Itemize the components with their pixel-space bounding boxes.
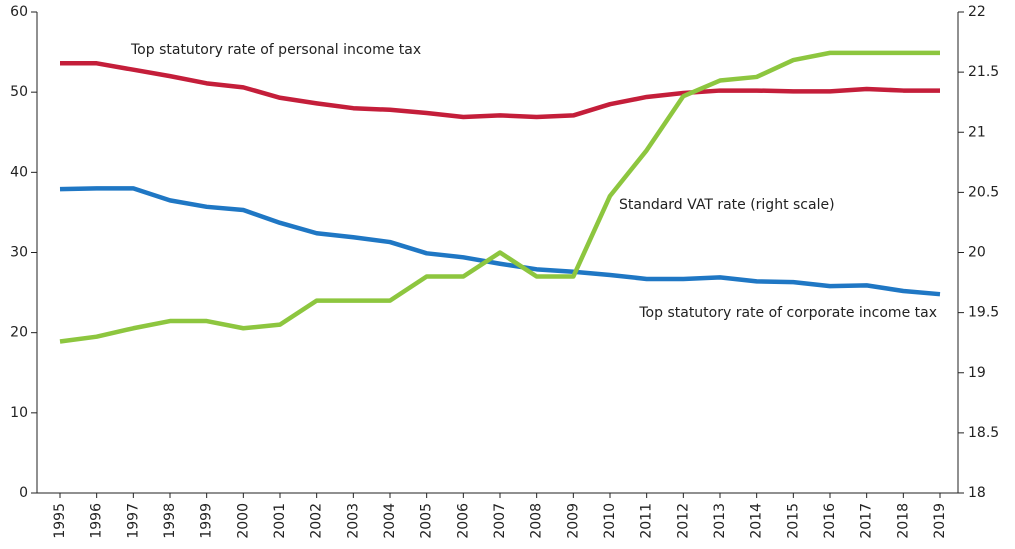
y2-tick-label: 18 [968,485,986,501]
x-tick-label: 2001 [272,503,288,539]
series-line [59,186,941,297]
y2-tick-label: 19 [968,365,986,381]
x-tick-label: 2012 [675,503,691,539]
series-line [60,61,940,120]
series-label: Standard VAT rate (right scale) [619,197,835,213]
y2-tick-label: 19.5 [968,305,999,321]
x-tick-label: 2005 [419,503,435,539]
series-label: Top statutory rate of personal income ta… [130,42,421,58]
x-tick-label: 1999 [199,503,215,539]
x-tick-label: 1998 [162,503,178,539]
x-tick-label: 2004 [382,503,398,539]
x-tick-label: 2014 [749,503,765,539]
y-tick-label: 30 [10,245,28,261]
x-tick-label: 2011 [639,503,655,539]
y-tick-label: 0 [19,485,28,501]
x-tick-label: 2010 [602,503,618,539]
series-line [59,50,940,344]
x-tick-label: 2003 [345,503,361,539]
x-tick-label: 1996 [89,503,105,539]
x-tick-label: 2002 [309,503,325,539]
x-tick-label: 1997 [125,503,141,539]
y-tick-label: 50 [10,84,28,100]
x-tick-label: 2016 [822,503,838,539]
y2-tick-label: 18.5 [968,425,999,441]
x-tick-label: 2015 [785,503,801,539]
y-tick-label: 10 [10,405,28,421]
x-tick-label: 2006 [455,503,471,539]
y-tick-label: 40 [10,164,28,180]
y-tick-label: 60 [10,4,28,20]
x-tick-label: 2019 [932,503,948,539]
y2-tick-label: 20.5 [968,184,999,200]
x-tick-label: 2000 [235,503,251,539]
y2-tick-label: 21 [968,124,986,140]
x-tick-label: 2007 [492,503,508,539]
x-tick-label: 2018 [895,503,911,539]
x-tick-label: 2009 [565,503,581,539]
y-tick-label: 20 [10,325,28,341]
x-tick-label: 2008 [529,503,545,539]
y2-tick-label: 21.5 [968,64,999,80]
x-tick-label: 2013 [712,503,728,539]
x-tick-label: 2017 [859,503,875,539]
y2-tick-label: 20 [968,245,986,261]
series-label: Top statutory rate of corporate income t… [638,305,937,321]
x-tick-label: 1995 [52,503,68,539]
y2-tick-label: 22 [968,4,986,20]
